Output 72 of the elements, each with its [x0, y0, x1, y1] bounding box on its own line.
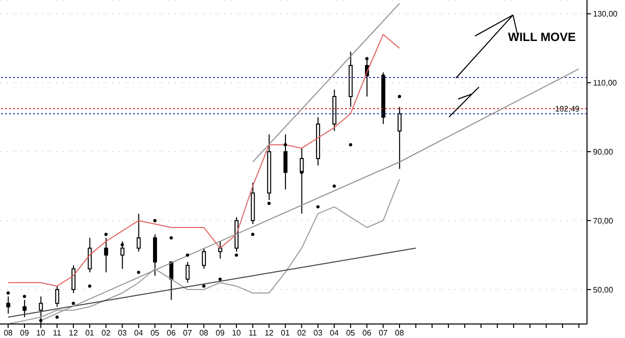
- point: [332, 184, 336, 188]
- point: [88, 284, 92, 288]
- x-tick-label: 07: [183, 328, 193, 338]
- candlestick: [71, 264, 76, 294]
- x-tick-label: 09: [20, 328, 30, 338]
- x-tick-label: 03: [314, 328, 323, 338]
- candlestick: [88, 237, 92, 273]
- point: [267, 202, 271, 205]
- point: [120, 243, 124, 246]
- point: [251, 232, 254, 236]
- point: [136, 270, 140, 274]
- ref-line-label: 102,49: [555, 104, 580, 114]
- candlestick: [6, 296, 10, 314]
- x-tick-label: 02: [102, 328, 111, 338]
- x-tick-label: 06: [166, 328, 176, 338]
- x-tick-label: 06: [362, 328, 372, 338]
- candlestick: [169, 261, 174, 300]
- y-tick-label: 110,00: [593, 78, 618, 88]
- x-tick-label: 01: [280, 328, 290, 338]
- point: [170, 236, 173, 240]
- point: [398, 94, 402, 98]
- x-tick-label: 11: [248, 328, 258, 338]
- point: [284, 143, 287, 146]
- point: [218, 278, 222, 281]
- point: [72, 302, 75, 305]
- x-tick-label: 12: [68, 328, 78, 338]
- x-tick-label: 08: [4, 328, 14, 338]
- x-tick-label: 05: [150, 328, 160, 338]
- candlestick: [120, 240, 124, 270]
- point: [365, 56, 368, 60]
- point: [55, 316, 59, 319]
- x-tick-label: 04: [330, 328, 340, 338]
- x-tick-label: 01: [85, 328, 95, 338]
- x-tick-label: 03: [118, 328, 128, 338]
- y-tick-label: 50,00: [593, 285, 614, 294]
- point: [39, 318, 42, 322]
- x-tick-label: 11: [52, 328, 62, 338]
- point: [153, 218, 157, 222]
- candlestick: [300, 148, 304, 214]
- candlestick: [55, 286, 60, 308]
- point: [202, 284, 206, 288]
- point: [348, 143, 352, 146]
- point: [22, 294, 26, 298]
- x-tick-label: 02: [297, 328, 307, 338]
- x-tick-label: 08: [199, 328, 209, 338]
- candlestick: [283, 134, 288, 190]
- x-tick-label: 10: [232, 328, 242, 338]
- point: [104, 232, 108, 236]
- x-tick-label: 07: [378, 328, 388, 338]
- point: [234, 253, 238, 257]
- candlestick: [398, 106, 402, 170]
- x-tick-label: 09: [216, 328, 226, 338]
- y-tick-label: 70,00: [593, 216, 614, 226]
- candlestick: [104, 237, 108, 273]
- x-tick-label: 08: [395, 328, 404, 338]
- candlestick: [22, 299, 27, 318]
- candlestick: [136, 213, 141, 252]
- annotation: WILL MOVE: [508, 30, 576, 44]
- candlestick: [186, 261, 190, 284]
- point: [316, 205, 320, 208]
- candlestick: [202, 248, 206, 270]
- point: [6, 291, 10, 295]
- x-tick-label: 12: [264, 328, 274, 338]
- y-tick-label: 130,00: [593, 10, 618, 19]
- point: [300, 170, 304, 174]
- point: [382, 74, 385, 78]
- y-tick-label: 90,00: [593, 148, 614, 156]
- candlestick: [218, 240, 222, 260]
- x-tick-label: 04: [134, 328, 144, 338]
- x-tick-label: 05: [346, 328, 356, 338]
- x-tick-label: 10: [36, 328, 46, 338]
- point: [186, 253, 190, 257]
